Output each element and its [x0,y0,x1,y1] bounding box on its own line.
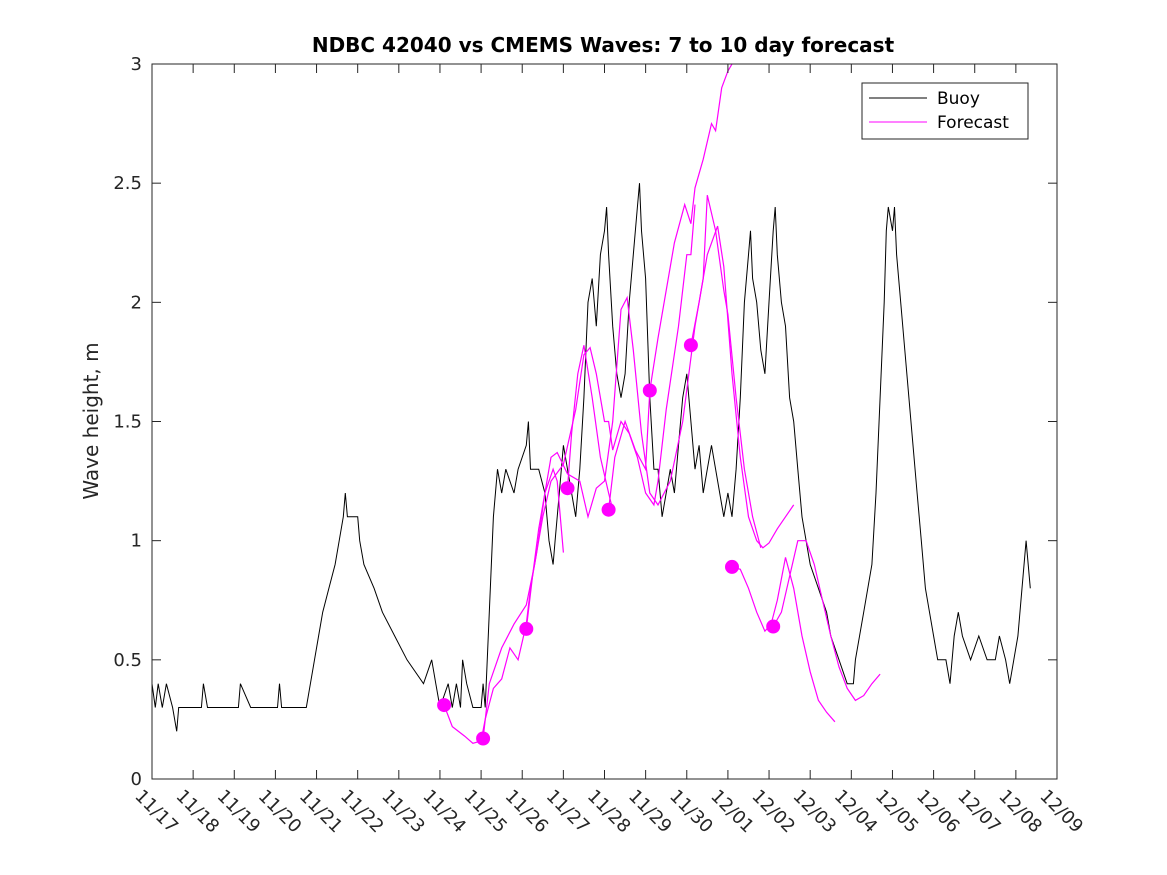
series-forecast-run-7 [690,225,795,549]
forecast-start-marker [476,731,491,746]
forecast-start-marker [766,619,781,634]
y-tick-label: 1.5 [113,412,142,433]
y-tick-label: 0 [131,769,142,790]
legend-buoy-label: Buoy [937,89,980,109]
legend: Buoy Forecast [861,82,1029,140]
series-buoy-line [151,183,1031,732]
series-forecast-run-4 [566,345,614,510]
series-forecast-run-2 [482,204,696,739]
plot-area: 00.511.522.5311/1711/1811/1911/2011/2111… [113,54,1087,837]
legend-forecast-label: Forecast [937,113,1009,133]
forecast-start-marker [642,383,657,398]
series-forecast-run-6 [649,63,733,391]
forecast-start-marker [601,502,616,517]
y-tick-label: 3 [131,54,142,75]
series-layer [151,63,1031,746]
y-tick-label: 0.5 [113,650,142,671]
forecast-start-marker [683,338,698,353]
forecast-start-marker [519,621,534,636]
legend-box [861,82,1029,140]
y-tick-label: 2 [131,292,142,313]
series-forecast-run-5 [608,390,651,510]
forecast-start-marker [560,481,575,496]
series-forecast-run-1 [443,467,564,744]
y-tick-label: 1 [131,531,142,552]
series-forecast-run-3 [525,194,762,629]
y-tick-label: 2.5 [113,173,142,194]
forecast-start-marker [725,559,739,574]
series-forecast-run-8 [731,557,836,723]
y-axis-label: Wave height, m [79,342,103,499]
chart-title: NDBC 42040 vs CMEMS Waves: 7 to 10 day f… [312,33,895,57]
series-forecast-run-9 [772,540,881,702]
forecast-start-marker [437,698,452,713]
